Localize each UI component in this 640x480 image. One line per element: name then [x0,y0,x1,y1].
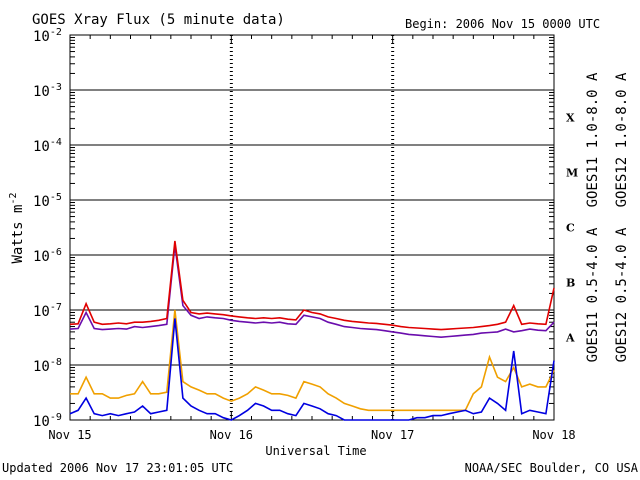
x-tick-label: Nov 17 [371,428,414,442]
legend: GOES11 1.0-8.0 A GOES12 1.0-8.0 A GOES11 0… [585,72,630,362]
flare-class-labels: X M C B A [565,112,578,345]
x-tick-label: Nov 18 [532,428,575,442]
day-marks [229,35,395,420]
y-ticks: 10-2 10-3 10-4 10-5 10-6 10-7 10-8 10-9 [33,27,554,430]
flare-class-label: X [566,112,575,125]
flare-class-label: B [566,277,575,290]
y-tick-label: 10-2 [33,27,62,45]
y-tick-label: 10-6 [33,247,62,265]
flare-class-label: C [566,222,575,235]
x-ticks: Nov 15 Nov 16 Nov 17 Nov 18 [48,35,576,442]
y-tick-label: 10-7 [33,302,62,320]
grid-lines [70,89,554,366]
y-axis-label: Watts m-2 [8,192,26,263]
series-line [69,240,555,331]
begin-label: Begin: 2006 Nov 15 0000 UTC [405,17,600,31]
updated-label: Updated 2006 Nov 17 23:01:05 UTC [2,461,233,475]
series-group [69,240,555,421]
series-line [69,318,555,421]
series-line [70,309,555,412]
y-tick-label: 10-5 [33,192,62,210]
flare-class-label: A [565,332,575,345]
x-tick-label: Nov 16 [210,428,253,442]
y-tick-label: 10-8 [33,357,62,375]
chart-title: GOES Xray Flux (5 minute data) [32,12,285,28]
y-tick-label: 10-4 [33,137,62,155]
y-tick-label: 10-3 [33,82,62,100]
flare-class-label: M [566,167,578,180]
legend-entry: GOES11 1.0-8.0 A [585,72,601,207]
plot-frame [69,34,555,421]
legend-entry: GOES12 1.0-8.0 A [614,72,630,207]
y-tick-label: 10-9 [33,412,62,430]
legend-entry: GOES12 0.5-4.0 A [614,227,630,362]
x-tick-label: Nov 15 [48,428,91,442]
x-axis-label: Universal Time [265,444,366,458]
source-label: NOAA/SEC Boulder, CO USA [465,461,639,475]
legend-entry: GOES11 0.5-4.0 A [585,227,601,362]
series-line [69,245,555,339]
